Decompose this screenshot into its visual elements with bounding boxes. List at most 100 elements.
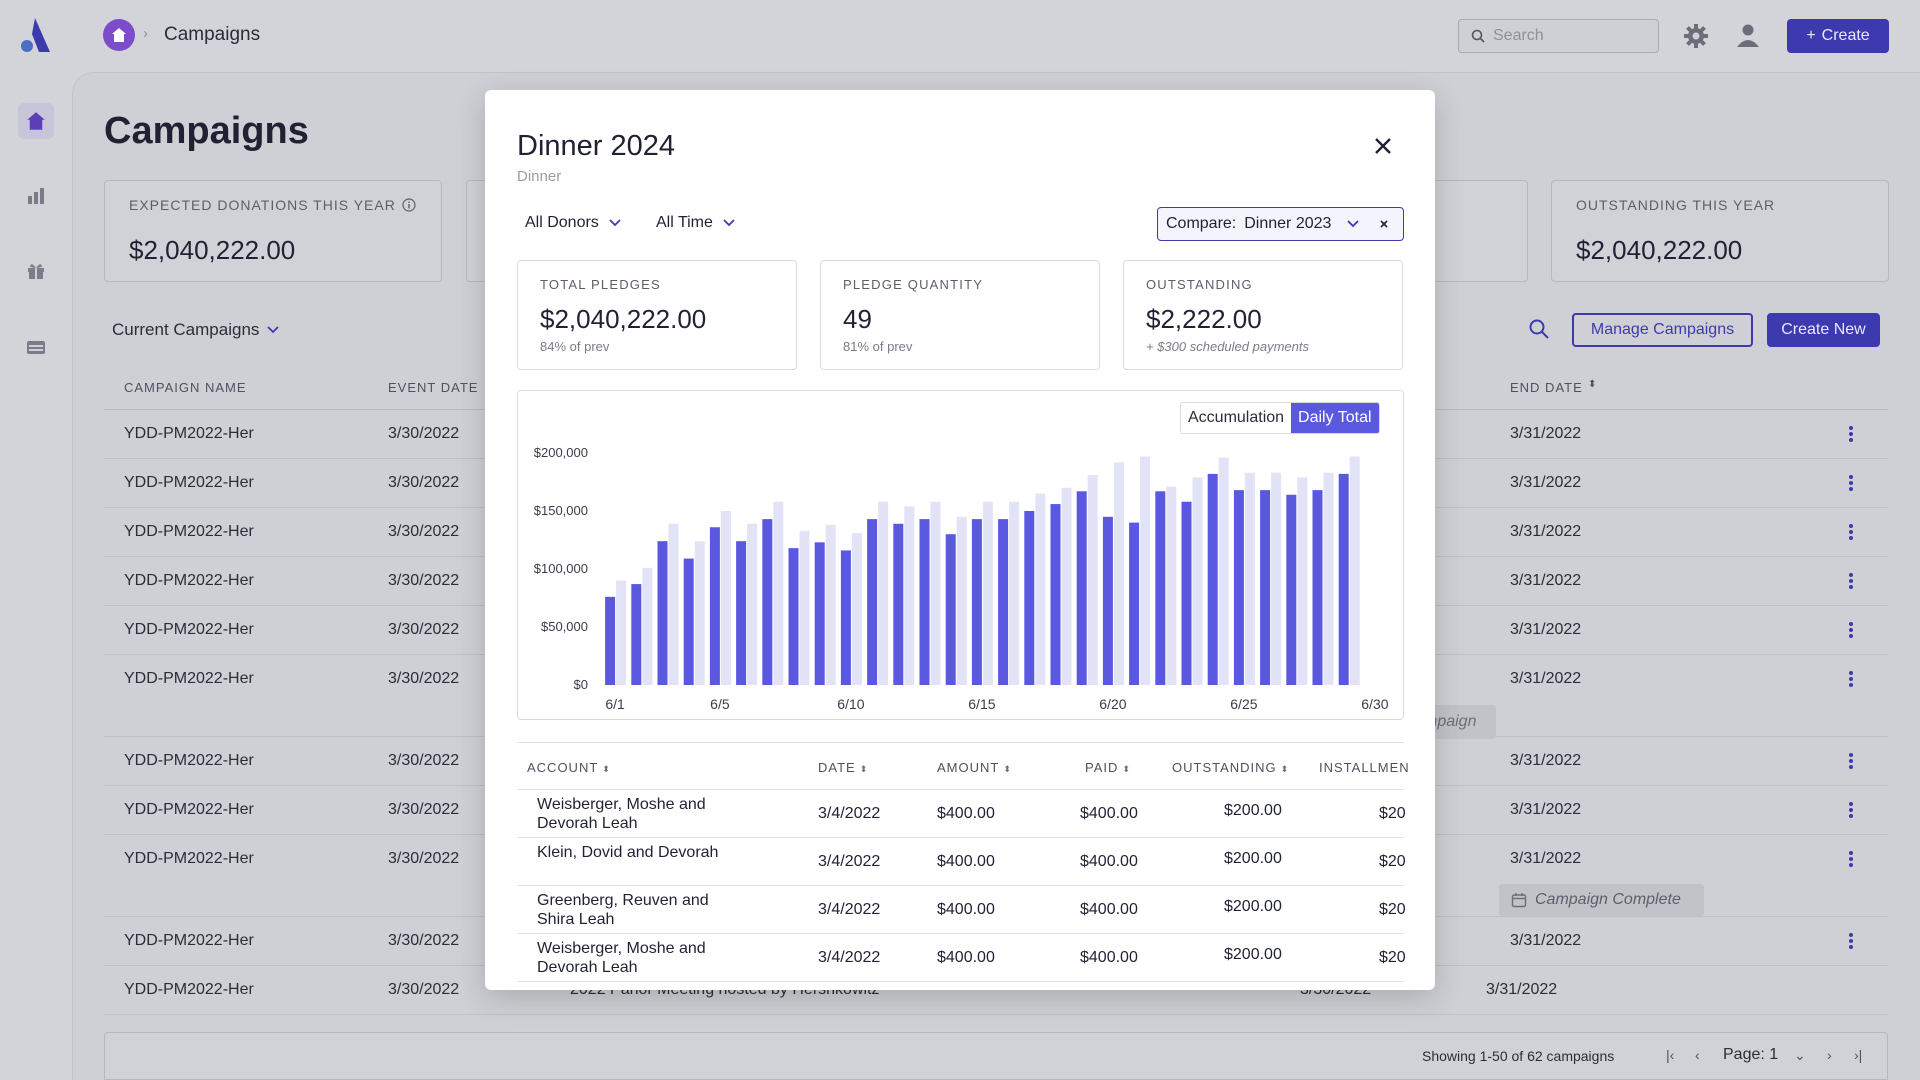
bar-current[interactable] bbox=[788, 548, 799, 685]
bar-current[interactable] bbox=[1024, 511, 1035, 685]
next-page-icon[interactable]: › bbox=[1827, 1047, 1832, 1063]
page-select[interactable]: Page: 1 bbox=[1723, 1046, 1779, 1063]
bar-compare[interactable] bbox=[720, 511, 731, 685]
clear-compare-icon[interactable] bbox=[1375, 215, 1393, 233]
accumulation-toggle[interactable]: Accumulation bbox=[1188, 409, 1285, 426]
bar-compare[interactable] bbox=[616, 580, 627, 685]
pledge-row[interactable]: Greenberg, Reuven and Shira Leah 3/4/2022… bbox=[517, 886, 1406, 934]
bar-current[interactable] bbox=[683, 558, 694, 685]
bar-compare[interactable] bbox=[773, 501, 784, 685]
bar-current[interactable] bbox=[998, 519, 1009, 685]
close-icon[interactable] bbox=[1371, 134, 1395, 158]
bar-compare[interactable] bbox=[1166, 486, 1177, 685]
pledge-row[interactable]: Weisberger, Moshe and Devorah Leah 3/4/20… bbox=[517, 934, 1406, 982]
col-outstanding[interactable]: OUTSTANDING ⬍ bbox=[1172, 760, 1289, 775]
nav-reports[interactable] bbox=[18, 178, 54, 214]
more-options-icon[interactable] bbox=[1849, 621, 1853, 644]
bar-compare[interactable] bbox=[930, 501, 941, 685]
bar-compare[interactable] bbox=[1192, 477, 1203, 685]
search-icon[interactable] bbox=[1528, 318, 1550, 340]
bar-compare[interactable] bbox=[1113, 462, 1124, 685]
more-options-icon[interactable] bbox=[1849, 523, 1853, 546]
more-options-icon[interactable] bbox=[1849, 572, 1853, 595]
bar-compare[interactable] bbox=[1323, 472, 1334, 685]
bar-compare[interactable] bbox=[747, 523, 758, 685]
more-options-icon[interactable] bbox=[1849, 474, 1853, 497]
bar-current[interactable] bbox=[1286, 494, 1297, 685]
bar-current[interactable] bbox=[1312, 490, 1323, 685]
bar-compare[interactable] bbox=[1218, 457, 1229, 685]
col-installments[interactable]: INSTALLMEN bbox=[1319, 760, 1410, 775]
bar-compare[interactable] bbox=[825, 524, 836, 685]
bar-current[interactable] bbox=[867, 519, 878, 685]
bar-compare[interactable] bbox=[1297, 477, 1308, 685]
info-icon[interactable] bbox=[402, 198, 416, 212]
bar-current[interactable] bbox=[1260, 490, 1271, 685]
gear-icon[interactable] bbox=[1683, 23, 1709, 49]
bar-current[interactable] bbox=[1207, 473, 1218, 685]
bar-current[interactable] bbox=[1338, 473, 1349, 685]
create-new-button[interactable]: Create New bbox=[1767, 313, 1880, 347]
bar-compare[interactable] bbox=[1244, 472, 1255, 685]
user-icon[interactable] bbox=[1735, 22, 1761, 48]
current-campaigns-dropdown[interactable]: Current Campaigns bbox=[112, 320, 280, 340]
col-paid[interactable]: PAID ⬍ bbox=[1085, 760, 1131, 775]
daily-total-toggle[interactable]: Daily Total bbox=[1291, 403, 1379, 433]
bar-current[interactable] bbox=[893, 523, 904, 685]
bar-current[interactable] bbox=[762, 519, 773, 685]
more-options-icon[interactable] bbox=[1849, 850, 1853, 873]
bar-compare[interactable] bbox=[851, 533, 862, 685]
bar-current[interactable] bbox=[945, 534, 956, 685]
bar-current[interactable] bbox=[814, 542, 825, 685]
bar-compare[interactable] bbox=[1087, 475, 1098, 685]
bar-compare[interactable] bbox=[694, 541, 705, 685]
chevron-down-icon[interactable]: ⌄ bbox=[1794, 1047, 1806, 1063]
bar-current[interactable] bbox=[1129, 522, 1140, 685]
home-button[interactable] bbox=[103, 19, 135, 51]
nav-gifts[interactable] bbox=[18, 253, 54, 289]
chart-mode-toggle[interactable]: Accumulation Daily Total bbox=[1180, 402, 1380, 434]
bar-current[interactable] bbox=[709, 527, 720, 685]
create-button[interactable]: + Create bbox=[1787, 19, 1889, 53]
bar-current[interactable] bbox=[1181, 501, 1192, 685]
bar-current[interactable] bbox=[736, 541, 747, 685]
bar-current[interactable] bbox=[919, 519, 930, 685]
pledge-row[interactable]: Weisberger, Moshe and Devorah Leah 3/4/20… bbox=[517, 790, 1406, 838]
bar-compare[interactable] bbox=[799, 530, 810, 685]
donors-dropdown[interactable]: All Donors bbox=[525, 214, 621, 232]
last-page-icon[interactable]: ›| bbox=[1854, 1047, 1863, 1063]
bar-compare[interactable] bbox=[668, 523, 679, 685]
bar-compare[interactable] bbox=[1271, 472, 1282, 685]
col-campaign-name[interactable]: CAMPAIGN NAME bbox=[124, 380, 247, 395]
bar-compare[interactable] bbox=[956, 516, 967, 685]
more-options-icon[interactable] bbox=[1849, 801, 1853, 824]
bar-current[interactable] bbox=[631, 584, 642, 685]
bar-compare[interactable] bbox=[1140, 456, 1151, 685]
col-account[interactable]: ACCOUNT ⬍ bbox=[527, 760, 611, 775]
bar-current[interactable] bbox=[657, 541, 668, 685]
col-date[interactable]: DATE ⬍ bbox=[818, 760, 868, 775]
bar-compare[interactable] bbox=[642, 567, 653, 685]
bar-compare[interactable] bbox=[878, 501, 889, 685]
app-logo-icon[interactable] bbox=[18, 16, 52, 54]
compare-select[interactable]: Compare: Dinner 2023 bbox=[1157, 207, 1404, 241]
bar-current[interactable] bbox=[1155, 491, 1166, 685]
bar-compare[interactable] bbox=[1061, 487, 1072, 685]
bar-current[interactable] bbox=[1050, 504, 1061, 685]
bar-current[interactable] bbox=[971, 519, 982, 685]
bar-current[interactable] bbox=[1076, 491, 1087, 685]
prev-page-icon[interactable]: ‹ bbox=[1695, 1047, 1700, 1063]
nav-home[interactable] bbox=[18, 103, 54, 139]
more-options-icon[interactable] bbox=[1849, 425, 1853, 448]
more-options-icon[interactable] bbox=[1849, 932, 1853, 955]
first-page-icon[interactable]: |‹ bbox=[1666, 1047, 1675, 1063]
more-options-icon[interactable] bbox=[1849, 752, 1853, 775]
bar-compare[interactable] bbox=[1349, 456, 1360, 685]
manage-campaigns-button[interactable]: Manage Campaigns bbox=[1572, 313, 1753, 347]
sort-icon[interactable]: ⬍ bbox=[1588, 379, 1598, 390]
bar-compare[interactable] bbox=[1035, 493, 1046, 685]
time-dropdown[interactable]: All Time bbox=[656, 214, 735, 232]
pledge-row[interactable]: Klein, Dovid and Devorah 3/4/2022 $400.00 $… bbox=[517, 838, 1406, 886]
bar-compare[interactable] bbox=[982, 501, 993, 685]
more-options-icon[interactable] bbox=[1849, 670, 1853, 693]
